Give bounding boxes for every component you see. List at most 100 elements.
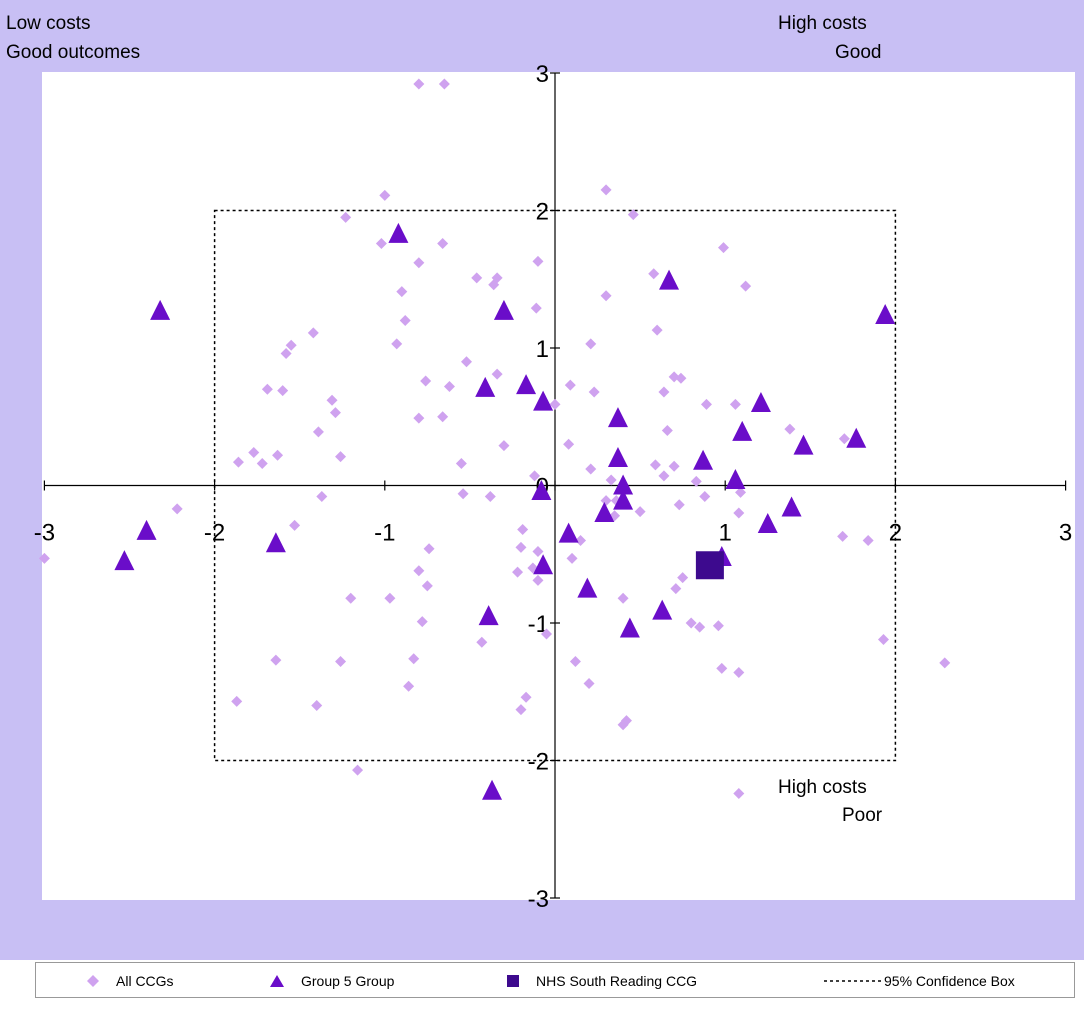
data-point-all-ccgs xyxy=(231,695,243,707)
data-point-all-ccgs xyxy=(670,583,682,595)
data-point-all-ccgs xyxy=(939,657,951,669)
data-point-all-ccgs xyxy=(605,474,617,486)
data-point-all-ccgs xyxy=(600,290,612,302)
data-point-all-ccgs xyxy=(384,592,396,604)
data-point-all-ccgs xyxy=(272,449,284,461)
data-point-all-ccgs xyxy=(403,680,415,692)
data-point-group xyxy=(493,299,514,320)
data-point-all-ccgs xyxy=(277,385,289,397)
data-point-all-ccgs xyxy=(391,338,403,350)
data-point-all-ccgs xyxy=(423,543,435,555)
data-point-all-ccgs xyxy=(437,411,449,423)
data-point-all-ccgs xyxy=(413,257,425,269)
data-point-all-ccgs xyxy=(515,541,527,553)
data-point-all-ccgs xyxy=(877,634,889,645)
data-point-group xyxy=(265,532,286,553)
data-point-group xyxy=(594,502,615,522)
data-point-all-ccgs xyxy=(585,338,597,350)
data-point-all-ccgs xyxy=(375,238,387,249)
data-point-all-ccgs xyxy=(413,412,425,424)
data-point-all-ccgs xyxy=(862,535,874,546)
data-point-all-ccgs xyxy=(352,764,364,776)
data-point-all-ccgs xyxy=(491,368,503,380)
data-point-group xyxy=(607,447,628,467)
data-point-group xyxy=(478,605,499,626)
data-point-group xyxy=(150,299,171,320)
y-tick-label: 1 xyxy=(536,336,549,363)
data-point-all-ccgs xyxy=(661,425,673,436)
data-point-all-ccgs xyxy=(617,719,629,731)
data-point-all-ccgs xyxy=(408,653,420,665)
data-point-all-ccgs xyxy=(673,499,685,511)
data-point-all-ccgs xyxy=(837,530,849,542)
x-tick-label: -2 xyxy=(204,520,225,547)
x-tick-label: 3 xyxy=(1059,520,1072,547)
legend-item-confidence-box: 95% Confidence Box xyxy=(824,971,1015,991)
data-point-all-ccgs xyxy=(735,486,747,498)
data-point-all-ccgs xyxy=(416,616,428,628)
data-point-all-ccgs xyxy=(700,398,712,410)
data-point-group xyxy=(136,519,157,540)
data-point-all-ccgs xyxy=(529,470,541,482)
data-point-group xyxy=(482,779,503,800)
legend-item-group: Group 5 Group xyxy=(269,971,394,991)
data-point-all-ccgs xyxy=(232,456,244,468)
data-point-all-ccgs xyxy=(588,386,600,398)
data-point-all-ccgs xyxy=(289,519,301,531)
data-point-all-ccgs xyxy=(530,302,542,314)
data-point-all-ccgs xyxy=(399,315,411,326)
data-point-group xyxy=(659,269,680,290)
legend-item-all-ccgs: All CCGs xyxy=(86,971,174,991)
data-point-all-ccgs xyxy=(438,78,450,90)
data-point-group xyxy=(613,489,634,510)
data-point-all-ccgs xyxy=(285,339,297,351)
data-point-group xyxy=(533,390,554,411)
square-icon xyxy=(507,975,519,987)
data-point-all-ccgs xyxy=(488,279,500,291)
data-point-group xyxy=(577,577,598,598)
data-point-group xyxy=(693,449,714,470)
data-point-all-ccgs xyxy=(712,620,724,632)
data-point-all-ccgs xyxy=(627,209,639,221)
data-point-all-ccgs xyxy=(517,524,529,535)
data-point-all-ccgs xyxy=(532,574,544,586)
data-point-group xyxy=(875,304,896,324)
data-point-all-ccgs xyxy=(549,398,561,410)
data-point-all-ccgs xyxy=(280,348,292,359)
data-point-all-ccgs xyxy=(261,383,273,395)
data-point-all-ccgs xyxy=(484,491,496,502)
data-point-group xyxy=(607,407,628,428)
data-point-all-ccgs xyxy=(171,503,183,515)
corner-label-top-left-line1: Low costs xyxy=(6,13,91,34)
data-point-group xyxy=(652,599,673,620)
data-point-all-ccgs xyxy=(690,475,702,487)
data-point-group xyxy=(613,474,634,495)
data-point-all-ccgs xyxy=(585,463,597,475)
data-point-all-ccgs xyxy=(733,507,745,519)
data-point-all-ccgs xyxy=(345,592,357,604)
data-point-group xyxy=(388,222,409,243)
data-point-all-ccgs xyxy=(512,566,524,578)
legend-item-highlight: NHS South Reading CCG xyxy=(506,971,697,991)
x-tick-label: 1 xyxy=(719,520,732,547)
legend-label-highlight: NHS South Reading CCG xyxy=(536,973,698,989)
data-point-all-ccgs xyxy=(658,470,670,482)
legend-label-all-ccgs: All CCGs xyxy=(116,973,174,989)
x-tick-label: 2 xyxy=(889,520,902,547)
data-point-all-ccgs xyxy=(838,433,850,445)
data-point-all-ccgs xyxy=(443,381,455,392)
data-point-all-ccgs xyxy=(532,546,544,557)
x-tick-label: -1 xyxy=(374,520,395,547)
data-point-group xyxy=(750,392,771,412)
data-point-all-ccgs xyxy=(437,238,449,249)
data-point-group xyxy=(725,469,746,489)
data-point-group xyxy=(533,554,554,575)
data-point-all-ccgs xyxy=(515,704,527,716)
data-point-all-ccgs xyxy=(658,386,670,398)
data-point-all-ccgs xyxy=(460,356,472,368)
data-point-group xyxy=(619,617,640,638)
data-point-all-ccgs xyxy=(699,491,711,502)
data-point-all-ccgs xyxy=(421,580,433,592)
